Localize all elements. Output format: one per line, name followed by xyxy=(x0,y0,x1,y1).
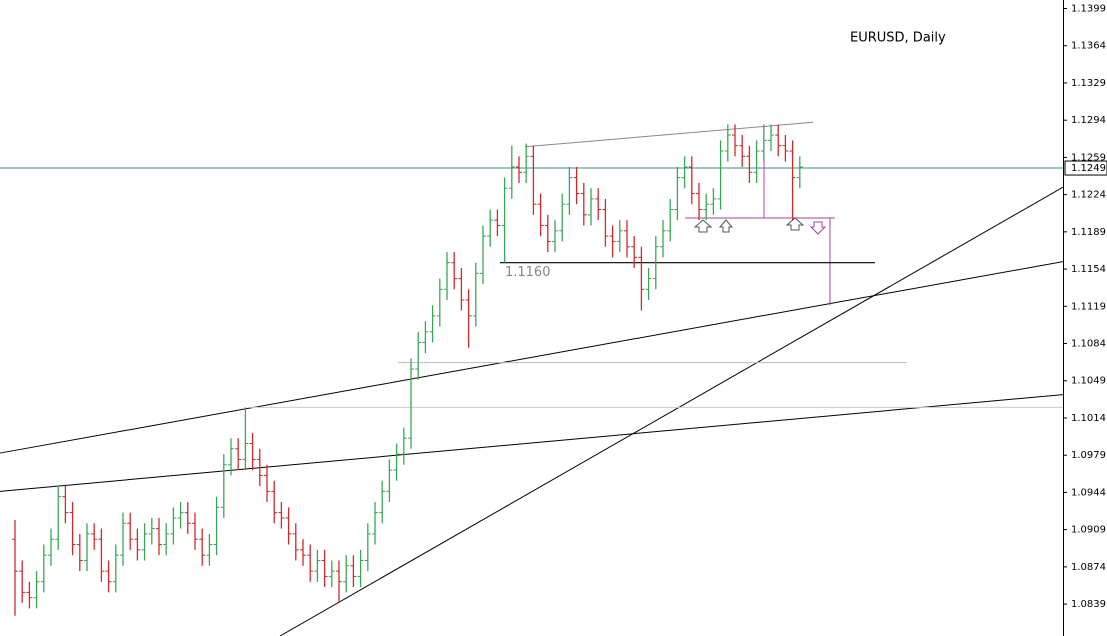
y-tick-label: 1.1014 xyxy=(1071,413,1106,424)
y-tick-label: 1.0944 xyxy=(1071,487,1106,498)
y-tick-label: 1.0874 xyxy=(1071,562,1106,573)
y-tick-label: 1.0979 xyxy=(1071,450,1106,461)
up-arrow xyxy=(693,219,713,233)
current-price-box xyxy=(1064,160,1107,176)
up-arrow xyxy=(718,219,734,233)
level-label: 1.1160 xyxy=(505,265,551,280)
y-tick-label: 1.1119 xyxy=(1071,301,1106,312)
down-arrow xyxy=(809,221,827,235)
current-price-label: 1.1249 xyxy=(1071,163,1106,174)
trend-line xyxy=(279,186,1063,636)
trend-line xyxy=(524,121,814,148)
plot-area xyxy=(0,121,1063,636)
y-tick-label: 1.1399 xyxy=(1071,4,1106,15)
y-tick-label: 1.1364 xyxy=(1071,41,1106,52)
y-tick-label: 1.1154 xyxy=(1071,264,1106,275)
y-tick-label: 1.1294 xyxy=(1071,115,1106,126)
chart-title: EURUSD, Daily xyxy=(850,31,946,46)
y-tick-label: 1.0909 xyxy=(1071,525,1106,536)
y-tick-label: 1.1084 xyxy=(1071,339,1106,350)
y-tick-label: 1.1329 xyxy=(1071,78,1106,89)
y-tick-label: 1.0839 xyxy=(1071,599,1106,610)
arrows xyxy=(693,217,827,235)
up-arrow xyxy=(785,217,805,231)
y-tick-label: 1.1224 xyxy=(1071,190,1106,201)
y-tick-label: 1.1259 xyxy=(1071,152,1106,163)
y-tick-label: 1.1049 xyxy=(1071,376,1106,387)
trend-line xyxy=(0,261,1063,454)
trend-line xyxy=(0,394,1063,492)
y-tick-label: 1.1189 xyxy=(1071,227,1106,238)
